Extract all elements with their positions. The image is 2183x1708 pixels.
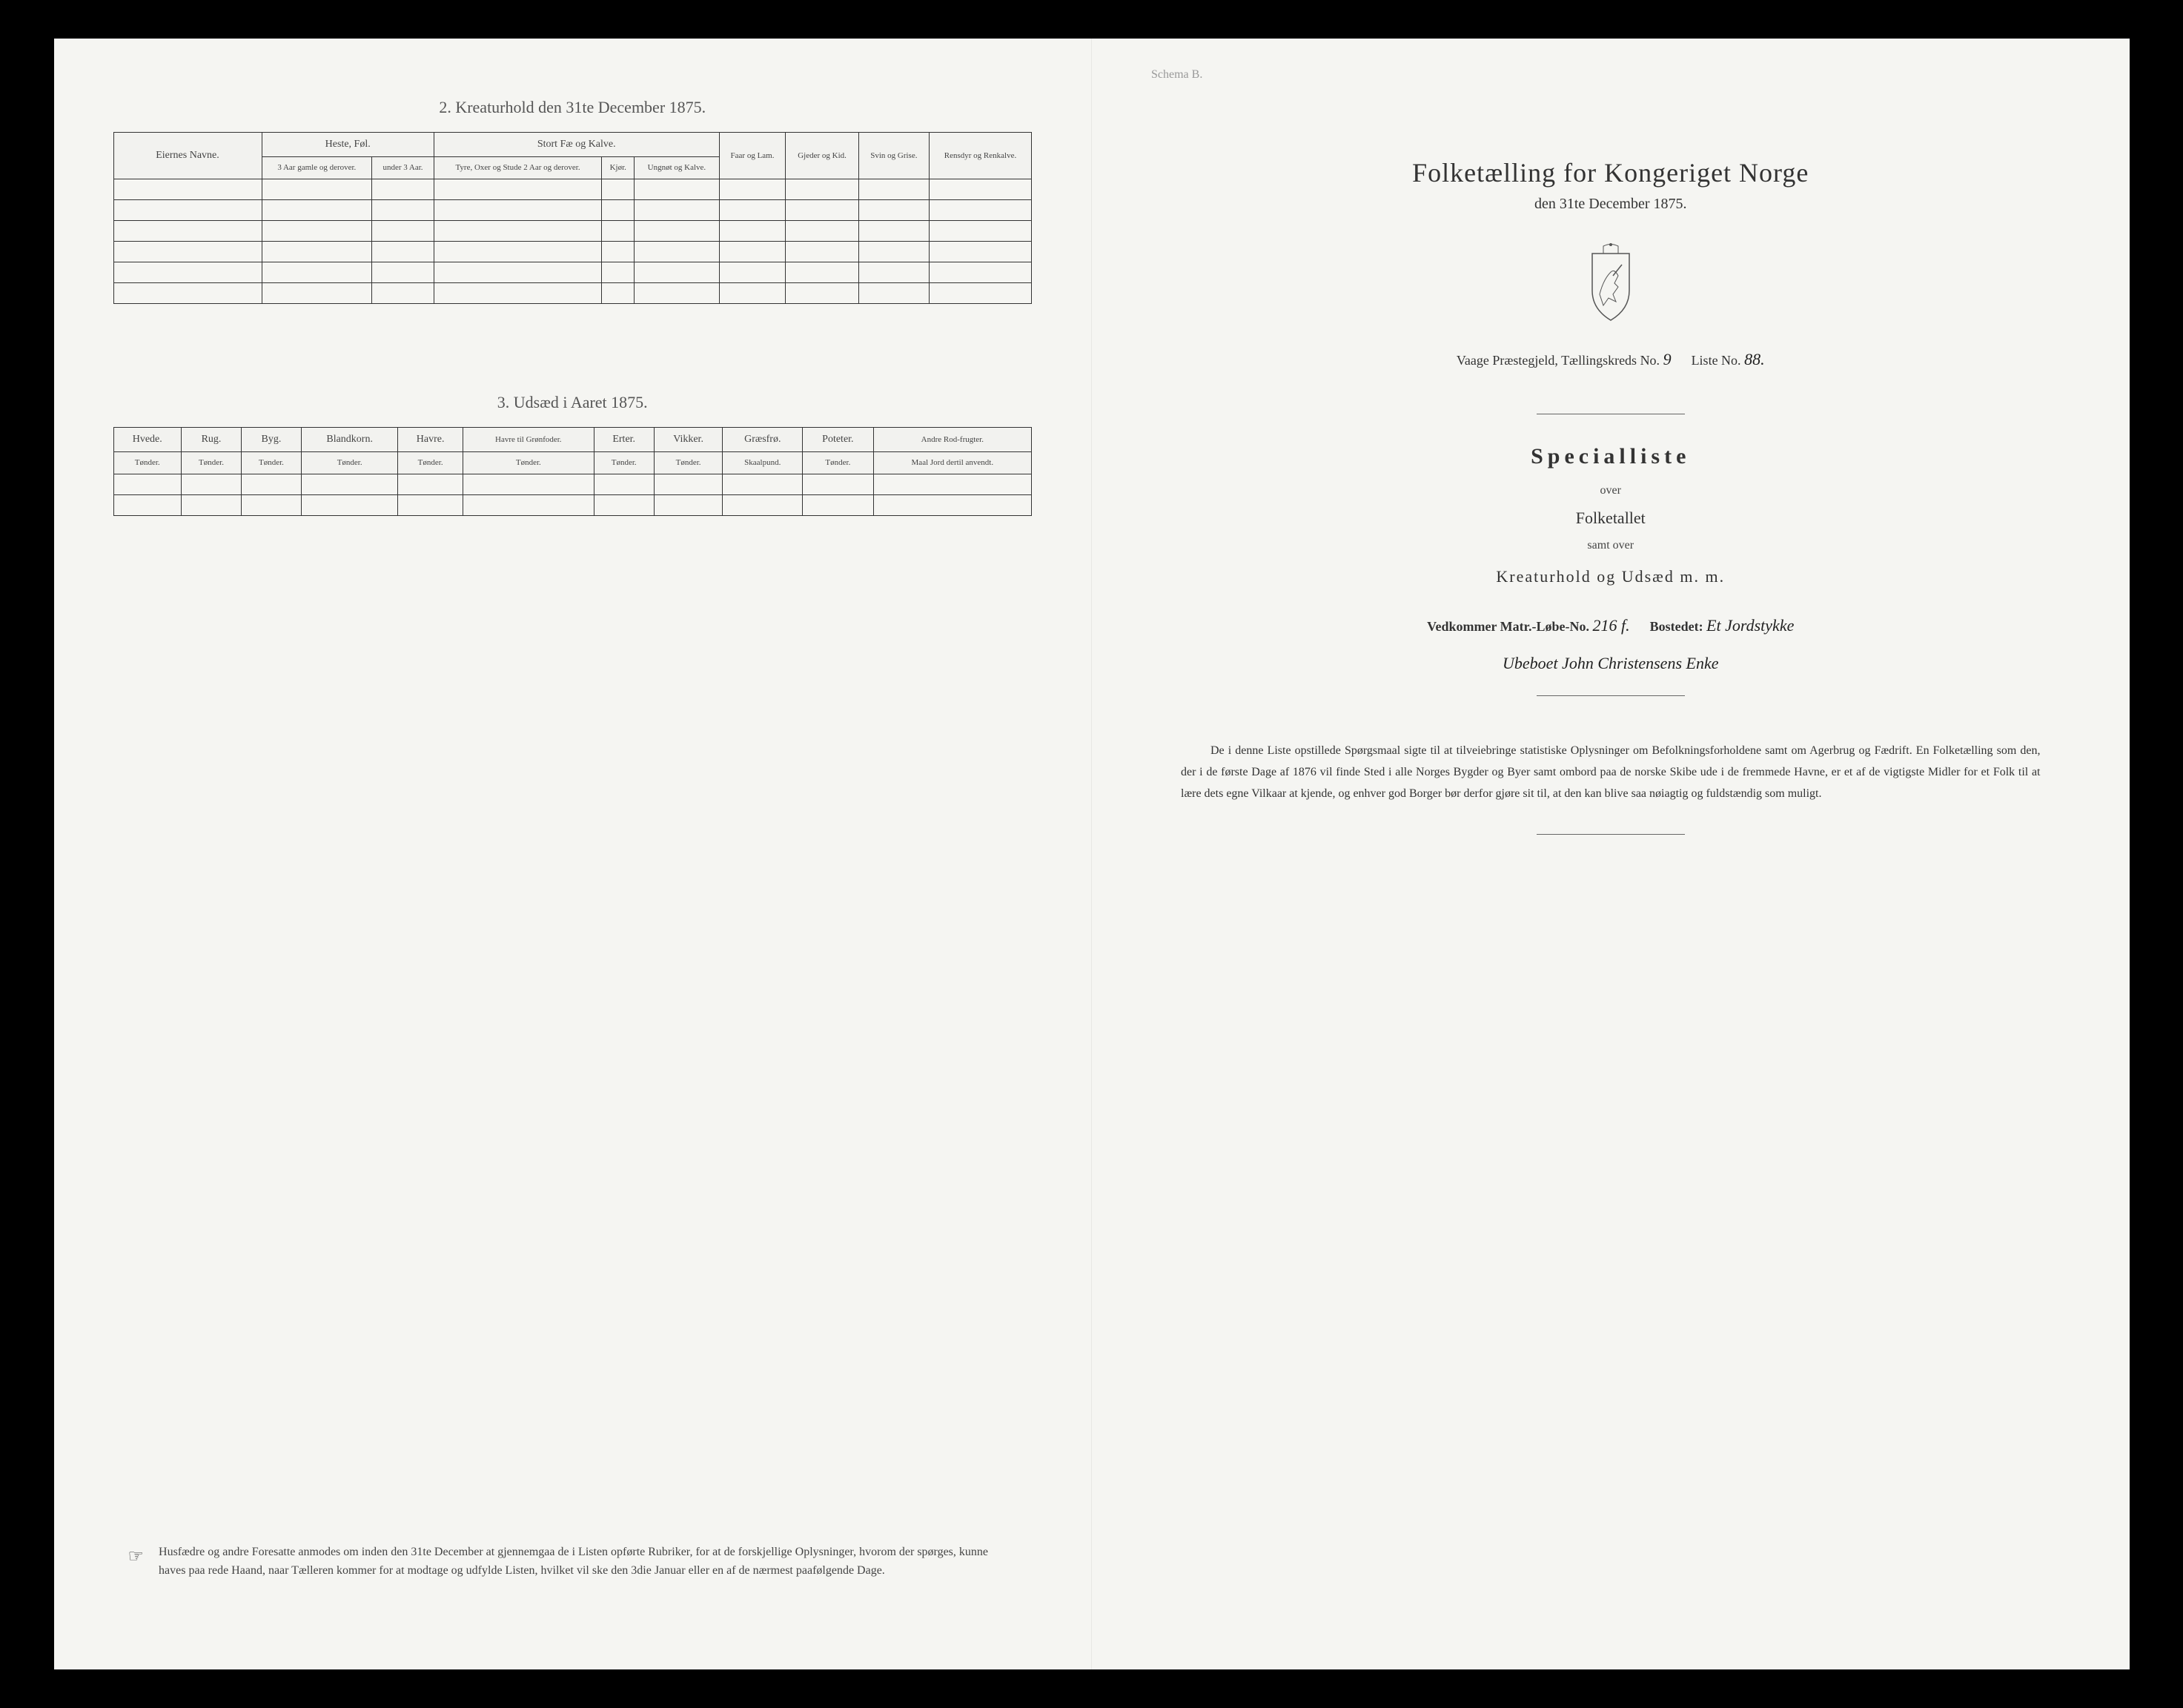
vedkommer-value: 216 f. <box>1592 616 1629 635</box>
unit-tonder: Tønder. <box>241 452 301 474</box>
vedkommer-line: Vedkommer Matr.-Løbe-No. 216 f. Bostedet… <box>1151 616 2070 635</box>
coat-of-arms-icon <box>1577 242 1644 324</box>
liste-no: 88. <box>1744 350 1765 368</box>
col-stort-1: Tyre, Oxer og Stude 2 Aar og derover. <box>434 157 601 179</box>
bostedet-label: Bostedet: <box>1650 619 1703 634</box>
unit-maal: Maal Jord dertil anvendt. <box>873 452 1031 474</box>
divider <box>1537 695 1685 696</box>
right-page: Schema B. Folketælling for Kongeriget No… <box>1092 39 2130 1669</box>
unit-tonder: Tønder. <box>463 452 594 474</box>
district-line: Vaage Præstegjeld, Tællingskreds No. 9 L… <box>1151 350 2070 369</box>
col-andre: Andre Rod-frugter. <box>873 428 1031 452</box>
table-row <box>113 242 1032 262</box>
instructions-text: Husfædre og andre Foresatte anmodes om i… <box>159 1543 1017 1580</box>
col-havre: Havre. <box>398 428 463 452</box>
kreaturhold-table: Eiernes Navne. Heste, Føl. Stort Fæ og K… <box>113 132 1033 304</box>
col-gjeder: Gjeder og Kid. <box>786 133 858 179</box>
col-eier: Eiernes Navne. <box>113 133 262 179</box>
col-stort-3: Ungnøt og Kalve. <box>635 157 719 179</box>
table-row <box>113 262 1032 283</box>
col-rug: Rug. <box>182 428 242 452</box>
table-row <box>113 495 1032 516</box>
col-erter: Erter. <box>594 428 654 452</box>
section-2: 2. Kreaturhold den 31te December 1875. E… <box>113 98 1033 304</box>
coat-of-arms <box>1151 242 2070 328</box>
col-havre-gron: Havre til Grønfoder. <box>463 428 594 452</box>
section-3: 3. Udsæd i Aaret 1875. Hvede. Rug. Byg. … <box>113 393 1033 516</box>
divider <box>1537 834 1685 835</box>
ubeboet-value: Ubeboet John Christensens Enke <box>1503 654 1718 672</box>
kreatur-heading: Kreaturhold og Udsæd m. m. <box>1151 567 2070 586</box>
district-prefix: Vaage Præstegjeld, Tællingskreds No. <box>1457 353 1660 368</box>
unit-tonder: Tønder. <box>398 452 463 474</box>
unit-tonder: Tønder. <box>594 452 654 474</box>
unit-tonder: Tønder. <box>654 452 723 474</box>
col-stort-group: Stort Fæ og Kalve. <box>434 133 719 157</box>
col-svin: Svin og Grise. <box>858 133 929 179</box>
unit-tonder: Tønder. <box>113 452 182 474</box>
schema-label: Schema B. <box>1151 68 1202 82</box>
unit-skaalpund: Skaalpund. <box>723 452 803 474</box>
subtitle: den 31te December 1875. <box>1151 196 2070 213</box>
table-row <box>113 221 1032 242</box>
col-heste-2: under 3 Aar. <box>372 157 434 179</box>
table-row <box>113 200 1032 221</box>
bottom-instructions: De i denne Liste opstillede Spørgsmaal s… <box>1181 741 2041 804</box>
col-faar: Faar og Lam. <box>719 133 786 179</box>
bostedet-value: Et Jordstykke <box>1706 616 1794 635</box>
unit-tonder: Tønder. <box>182 452 242 474</box>
over-text: over <box>1151 484 2070 497</box>
col-byg: Byg. <box>241 428 301 452</box>
vedkommer-label: Vedkommer Matr.-Løbe-No. <box>1427 619 1589 634</box>
document-spread: 2. Kreaturhold den 31te December 1875. E… <box>54 39 2130 1669</box>
instructions-block: ☞ Husfædre og andre Foresatte anmodes om… <box>128 1543 1018 1580</box>
col-stort-2: Kjør. <box>602 157 635 179</box>
unit-tonder: Tønder. <box>301 452 397 474</box>
left-page: 2. Kreaturhold den 31te December 1875. E… <box>54 39 1093 1669</box>
udsaed-table: Hvede. Rug. Byg. Blandkorn. Havre. Havre… <box>113 427 1033 516</box>
col-blandkorn: Blandkorn. <box>301 428 397 452</box>
liste-prefix: Liste No. <box>1692 353 1741 368</box>
section-2-title: 2. Kreaturhold den 31te December 1875. <box>113 98 1033 117</box>
ubeboet-line: Ubeboet John Christensens Enke <box>1151 654 2070 673</box>
table-row <box>113 179 1032 200</box>
col-rensdyr: Rensdyr og Renkalve. <box>929 133 1031 179</box>
table-row <box>113 474 1032 495</box>
pointer-icon: ☞ <box>128 1543 145 1580</box>
col-heste-group: Heste, Føl. <box>262 133 434 157</box>
col-grasfro: Græsfrø. <box>723 428 803 452</box>
col-vikker: Vikker. <box>654 428 723 452</box>
specialliste-heading: Specialliste <box>1151 444 2070 469</box>
main-title: Folketælling for Kongeriget Norge <box>1151 157 2070 188</box>
col-poteter: Poteter. <box>803 428 874 452</box>
samt-over-text: samt over <box>1151 539 2070 552</box>
folketallet-heading: Folketallet <box>1151 509 2070 528</box>
unit-tonder: Tønder. <box>803 452 874 474</box>
col-hvede: Hvede. <box>113 428 182 452</box>
col-heste-1: 3 Aar gamle og derover. <box>262 157 372 179</box>
table-row <box>113 283 1032 304</box>
section-3-title: 3. Udsæd i Aaret 1875. <box>113 393 1033 412</box>
kreds-no: 9 <box>1663 350 1672 368</box>
